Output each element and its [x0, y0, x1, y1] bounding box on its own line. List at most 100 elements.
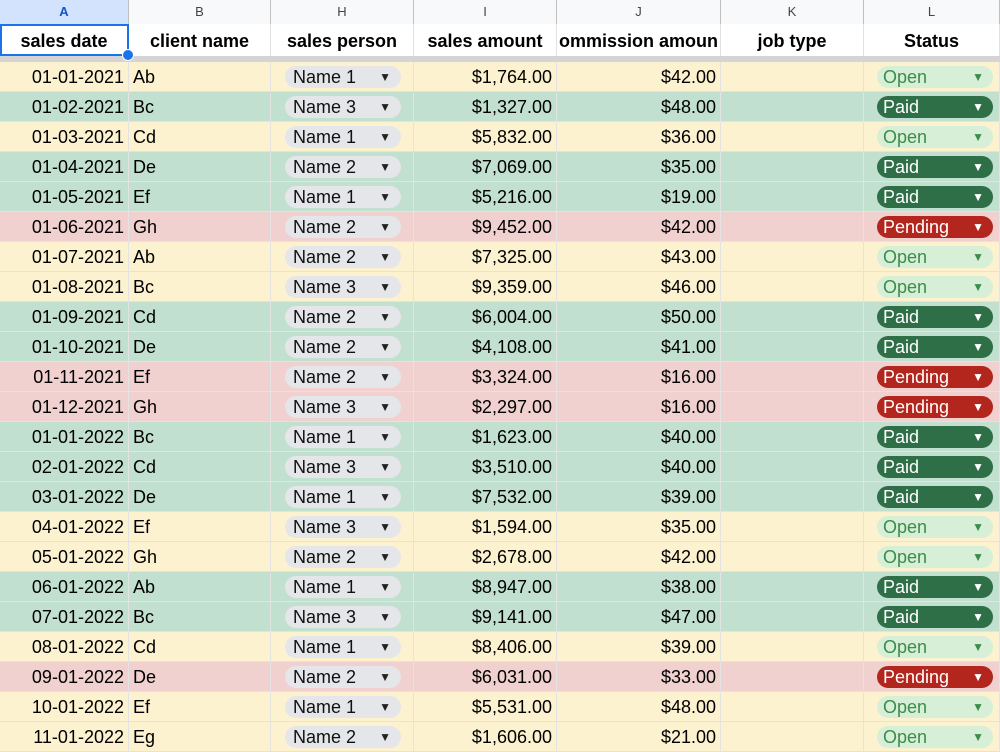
status-dropdown[interactable]: Pending ▼ — [877, 666, 993, 688]
chevron-down-icon[interactable]: ▼ — [972, 520, 984, 534]
commission-amount-cell[interactable]: $48.00 — [557, 692, 721, 721]
status-dropdown[interactable]: Paid ▼ — [877, 156, 993, 178]
status-dropdown[interactable]: Open ▼ — [877, 66, 993, 88]
commission-amount-cell[interactable]: $41.00 — [557, 332, 721, 361]
status-dropdown[interactable]: Open ▼ — [877, 276, 993, 298]
chevron-down-icon[interactable]: ▼ — [379, 160, 391, 174]
status-cell[interactable]: Pending ▼ — [864, 392, 1000, 421]
chevron-down-icon[interactable]: ▼ — [379, 670, 391, 684]
chevron-down-icon[interactable]: ▼ — [972, 730, 984, 744]
sales-person-dropdown[interactable]: Name 3 ▼ — [285, 516, 401, 538]
sales-person-dropdown[interactable]: Name 2 ▼ — [285, 336, 401, 358]
client-name-cell[interactable]: Gh — [129, 212, 271, 241]
sales-person-cell[interactable]: Name 1 ▼ — [271, 572, 414, 601]
job-type-cell[interactable] — [721, 692, 864, 721]
header-sales-date[interactable]: sales date — [0, 24, 129, 56]
column-header-a[interactable]: A — [0, 0, 129, 24]
job-type-cell[interactable] — [721, 152, 864, 181]
sales-person-cell[interactable]: Name 3 ▼ — [271, 92, 414, 121]
chevron-down-icon[interactable]: ▼ — [379, 550, 391, 564]
status-dropdown[interactable]: Open ▼ — [877, 126, 993, 148]
chevron-down-icon[interactable]: ▼ — [379, 100, 391, 114]
sales-amount-cell[interactable]: $3,510.00 — [414, 452, 557, 481]
status-dropdown[interactable]: Pending ▼ — [877, 216, 993, 238]
sales-date-cell[interactable]: 11-01-2022 — [0, 722, 129, 751]
sales-date-cell[interactable]: 10-01-2022 — [0, 692, 129, 721]
sales-person-dropdown[interactable]: Name 1 ▼ — [285, 696, 401, 718]
sales-person-dropdown[interactable]: Name 1 ▼ — [285, 486, 401, 508]
sales-person-cell[interactable]: Name 1 ▼ — [271, 632, 414, 661]
sales-person-dropdown[interactable]: Name 1 ▼ — [285, 426, 401, 448]
sales-amount-cell[interactable]: $9,359.00 — [414, 272, 557, 301]
sales-person-cell[interactable]: Name 2 ▼ — [271, 212, 414, 241]
status-dropdown[interactable]: Paid ▼ — [877, 336, 993, 358]
job-type-cell[interactable] — [721, 332, 864, 361]
sales-person-cell[interactable]: Name 2 ▼ — [271, 242, 414, 271]
commission-amount-cell[interactable]: $42.00 — [557, 62, 721, 91]
status-cell[interactable]: Paid ▼ — [864, 452, 1000, 481]
sales-person-cell[interactable]: Name 3 ▼ — [271, 392, 414, 421]
chevron-down-icon[interactable]: ▼ — [972, 310, 984, 324]
sales-amount-cell[interactable]: $1,327.00 — [414, 92, 557, 121]
chevron-down-icon[interactable]: ▼ — [972, 250, 984, 264]
chevron-down-icon[interactable]: ▼ — [379, 430, 391, 444]
status-dropdown[interactable]: Open ▼ — [877, 546, 993, 568]
header-sales-amount[interactable]: sales amount — [414, 24, 557, 56]
chevron-down-icon[interactable]: ▼ — [972, 700, 984, 714]
column-header-i[interactable]: I — [414, 0, 557, 24]
sales-amount-cell[interactable]: $7,325.00 — [414, 242, 557, 271]
commission-amount-cell[interactable]: $16.00 — [557, 362, 721, 391]
chevron-down-icon[interactable]: ▼ — [972, 580, 984, 594]
status-cell[interactable]: Open ▼ — [864, 242, 1000, 271]
client-name-cell[interactable]: Cd — [129, 632, 271, 661]
client-name-cell[interactable]: Cd — [129, 302, 271, 331]
status-dropdown[interactable]: Open ▼ — [877, 726, 993, 748]
status-cell[interactable]: Paid ▼ — [864, 92, 1000, 121]
sales-person-dropdown[interactable]: Name 3 ▼ — [285, 456, 401, 478]
status-cell[interactable]: Paid ▼ — [864, 422, 1000, 451]
job-type-cell[interactable] — [721, 122, 864, 151]
job-type-cell[interactable] — [721, 662, 864, 691]
sales-amount-cell[interactable]: $5,531.00 — [414, 692, 557, 721]
status-dropdown[interactable]: Open ▼ — [877, 246, 993, 268]
sales-person-dropdown[interactable]: Name 1 ▼ — [285, 126, 401, 148]
column-header-j[interactable]: J — [557, 0, 721, 24]
status-cell[interactable]: Paid ▼ — [864, 152, 1000, 181]
sales-person-dropdown[interactable]: Name 1 ▼ — [285, 66, 401, 88]
client-name-cell[interactable]: Gh — [129, 392, 271, 421]
job-type-cell[interactable] — [721, 242, 864, 271]
status-dropdown[interactable]: Paid ▼ — [877, 606, 993, 628]
client-name-cell[interactable]: Bc — [129, 92, 271, 121]
status-dropdown[interactable]: Paid ▼ — [877, 486, 993, 508]
chevron-down-icon[interactable]: ▼ — [379, 700, 391, 714]
sales-date-cell[interactable]: 01-10-2021 — [0, 332, 129, 361]
sales-amount-cell[interactable]: $7,069.00 — [414, 152, 557, 181]
header-job-type[interactable]: job type — [721, 24, 864, 56]
sales-person-dropdown[interactable]: Name 3 ▼ — [285, 276, 401, 298]
sales-amount-cell[interactable]: $2,297.00 — [414, 392, 557, 421]
sales-amount-cell[interactable]: $8,406.00 — [414, 632, 557, 661]
chevron-down-icon[interactable]: ▼ — [379, 70, 391, 84]
commission-amount-cell[interactable]: $35.00 — [557, 152, 721, 181]
sales-person-dropdown[interactable]: Name 2 ▼ — [285, 156, 401, 178]
sales-person-cell[interactable]: Name 1 ▼ — [271, 482, 414, 511]
chevron-down-icon[interactable]: ▼ — [972, 160, 984, 174]
sales-date-cell[interactable]: 01-11-2021 — [0, 362, 129, 391]
client-name-cell[interactable]: De — [129, 482, 271, 511]
sales-date-cell[interactable]: 09-01-2022 — [0, 662, 129, 691]
status-cell[interactable]: Pending ▼ — [864, 662, 1000, 691]
job-type-cell[interactable] — [721, 572, 864, 601]
job-type-cell[interactable] — [721, 602, 864, 631]
client-name-cell[interactable]: De — [129, 152, 271, 181]
chevron-down-icon[interactable]: ▼ — [379, 490, 391, 504]
job-type-cell[interactable] — [721, 512, 864, 541]
sales-date-cell[interactable]: 08-01-2022 — [0, 632, 129, 661]
sales-date-cell[interactable]: 03-01-2022 — [0, 482, 129, 511]
commission-amount-cell[interactable]: $40.00 — [557, 422, 721, 451]
chevron-down-icon[interactable]: ▼ — [379, 310, 391, 324]
commission-amount-cell[interactable]: $46.00 — [557, 272, 721, 301]
header-client-name[interactable]: client name — [129, 24, 271, 56]
sales-date-cell[interactable]: 04-01-2022 — [0, 512, 129, 541]
sales-date-cell[interactable]: 01-09-2021 — [0, 302, 129, 331]
status-dropdown[interactable]: Paid ▼ — [877, 96, 993, 118]
